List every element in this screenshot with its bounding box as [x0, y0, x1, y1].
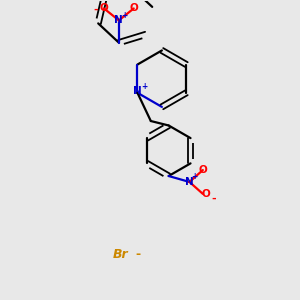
- Text: -: -: [136, 248, 141, 260]
- Text: O: O: [198, 165, 207, 175]
- Text: O: O: [100, 4, 108, 14]
- Text: -: -: [93, 5, 98, 15]
- Text: Br: Br: [112, 248, 128, 260]
- Text: O: O: [129, 4, 138, 14]
- Text: N: N: [115, 15, 123, 26]
- Text: +: +: [141, 82, 147, 91]
- Text: O: O: [201, 189, 210, 199]
- Text: +: +: [121, 11, 127, 20]
- Text: -: -: [211, 193, 215, 203]
- Text: N: N: [133, 86, 142, 96]
- Text: +: +: [192, 172, 198, 181]
- Text: N: N: [185, 177, 194, 187]
